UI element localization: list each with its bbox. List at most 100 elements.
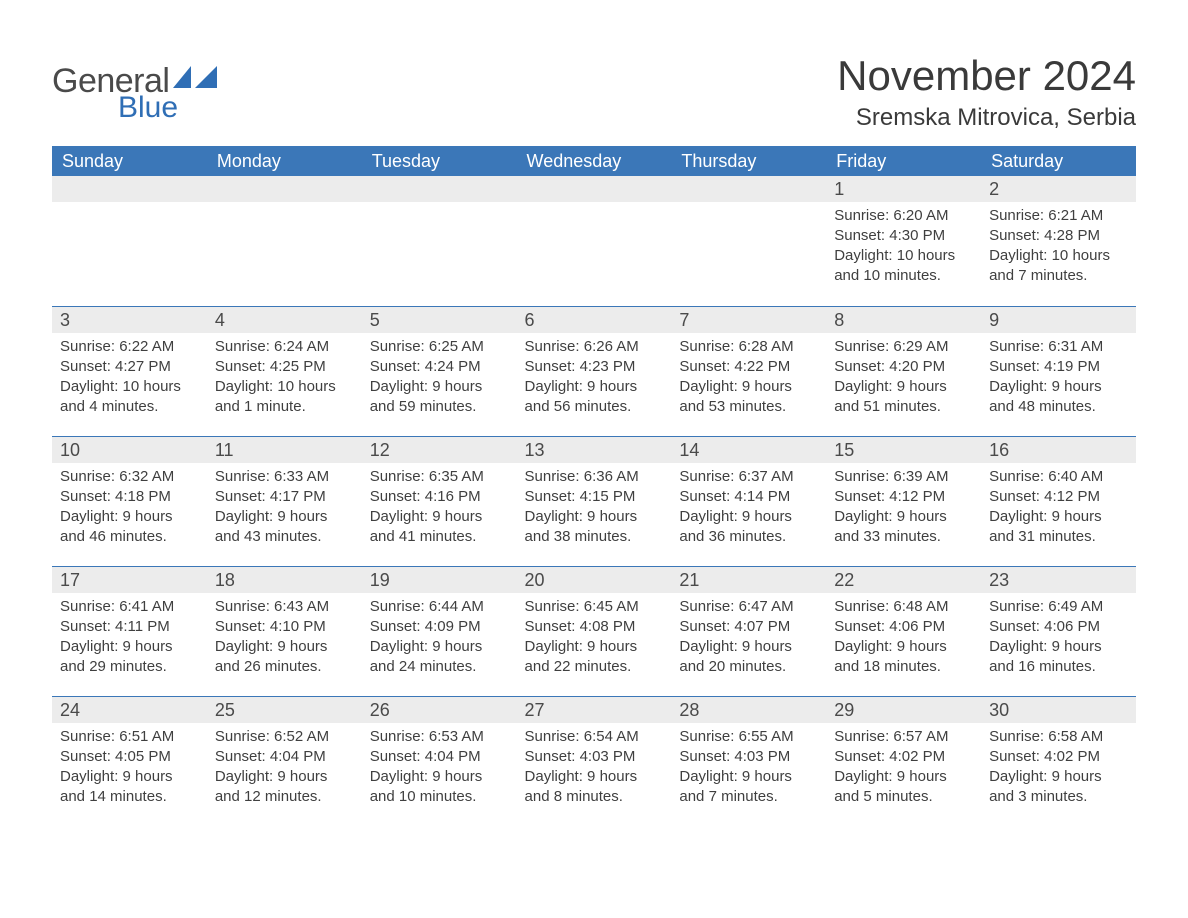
sunrise-text: Sunrise: 6:55 AM [679, 727, 818, 747]
day-number: 19 [362, 567, 517, 593]
calendar-day-cell: 26Sunrise: 6:53 AMSunset: 4:04 PMDayligh… [362, 696, 517, 826]
day-details: Sunrise: 6:44 AMSunset: 4:09 PMDaylight:… [362, 593, 517, 683]
sunrise-text: Sunrise: 6:25 AM [370, 337, 509, 357]
day-number: 16 [981, 437, 1136, 463]
sunset-text: Sunset: 4:12 PM [989, 487, 1128, 507]
sunrise-text: Sunrise: 6:41 AM [60, 597, 199, 617]
daylight-text: Daylight: 10 hours and 4 minutes. [60, 377, 199, 417]
day-number [517, 176, 672, 202]
sunset-text: Sunset: 4:28 PM [989, 226, 1128, 246]
day-details: Sunrise: 6:39 AMSunset: 4:12 PMDaylight:… [826, 463, 981, 553]
daylight-text: Daylight: 9 hours and 48 minutes. [989, 377, 1128, 417]
daylight-text: Daylight: 9 hours and 20 minutes. [679, 637, 818, 677]
calendar-day-cell: 10Sunrise: 6:32 AMSunset: 4:18 PMDayligh… [52, 436, 207, 566]
day-details: Sunrise: 6:31 AMSunset: 4:19 PMDaylight:… [981, 333, 1136, 423]
sunrise-text: Sunrise: 6:29 AM [834, 337, 973, 357]
calendar-day-cell: 25Sunrise: 6:52 AMSunset: 4:04 PMDayligh… [207, 696, 362, 826]
sunset-text: Sunset: 4:07 PM [679, 617, 818, 637]
daylight-text: Daylight: 9 hours and 3 minutes. [989, 767, 1128, 807]
day-number: 8 [826, 307, 981, 333]
day-details: Sunrise: 6:29 AMSunset: 4:20 PMDaylight:… [826, 333, 981, 423]
weekday-header: Sunday [52, 146, 207, 176]
day-number: 13 [517, 437, 672, 463]
calendar-day-cell: 18Sunrise: 6:43 AMSunset: 4:10 PMDayligh… [207, 566, 362, 696]
day-number: 3 [52, 307, 207, 333]
calendar-day-cell: 4Sunrise: 6:24 AMSunset: 4:25 PMDaylight… [207, 306, 362, 436]
sunset-text: Sunset: 4:08 PM [525, 617, 664, 637]
sunrise-text: Sunrise: 6:52 AM [215, 727, 354, 747]
daylight-text: Daylight: 9 hours and 18 minutes. [834, 637, 973, 677]
location-label: Sremska Mitrovica, Serbia [837, 104, 1136, 132]
day-details: Sunrise: 6:20 AMSunset: 4:30 PMDaylight:… [826, 202, 981, 292]
day-details: Sunrise: 6:55 AMSunset: 4:03 PMDaylight:… [671, 723, 826, 813]
sunrise-text: Sunrise: 6:48 AM [834, 597, 973, 617]
daylight-text: Daylight: 9 hours and 29 minutes. [60, 637, 199, 677]
day-number: 24 [52, 697, 207, 723]
sunset-text: Sunset: 4:24 PM [370, 357, 509, 377]
daylight-text: Daylight: 9 hours and 38 minutes. [525, 507, 664, 547]
day-number: 27 [517, 697, 672, 723]
day-details: Sunrise: 6:26 AMSunset: 4:23 PMDaylight:… [517, 333, 672, 423]
day-number: 18 [207, 567, 362, 593]
day-details: Sunrise: 6:58 AMSunset: 4:02 PMDaylight:… [981, 723, 1136, 813]
day-number: 1 [826, 176, 981, 202]
day-number [207, 176, 362, 202]
calendar-day-cell: 30Sunrise: 6:58 AMSunset: 4:02 PMDayligh… [981, 696, 1136, 826]
weekday-header: Friday [826, 146, 981, 176]
sunset-text: Sunset: 4:15 PM [525, 487, 664, 507]
day-number: 17 [52, 567, 207, 593]
daylight-text: Daylight: 9 hours and 12 minutes. [215, 767, 354, 807]
day-details: Sunrise: 6:21 AMSunset: 4:28 PMDaylight:… [981, 202, 1136, 292]
sunrise-text: Sunrise: 6:45 AM [525, 597, 664, 617]
brand-logo: General Blue [52, 62, 217, 125]
calendar-day-cell: 3Sunrise: 6:22 AMSunset: 4:27 PMDaylight… [52, 306, 207, 436]
calendar-day-cell [52, 176, 207, 306]
day-number: 28 [671, 697, 826, 723]
sunset-text: Sunset: 4:30 PM [834, 226, 973, 246]
sunset-text: Sunset: 4:23 PM [525, 357, 664, 377]
daylight-text: Daylight: 9 hours and 43 minutes. [215, 507, 354, 547]
daylight-text: Daylight: 9 hours and 46 minutes. [60, 507, 199, 547]
sunrise-text: Sunrise: 6:36 AM [525, 467, 664, 487]
calendar-day-cell: 28Sunrise: 6:55 AMSunset: 4:03 PMDayligh… [671, 696, 826, 826]
day-number: 26 [362, 697, 517, 723]
daylight-text: Daylight: 9 hours and 14 minutes. [60, 767, 199, 807]
day-number [52, 176, 207, 202]
day-number: 29 [826, 697, 981, 723]
daylight-text: Daylight: 9 hours and 36 minutes. [679, 507, 818, 547]
sunset-text: Sunset: 4:09 PM [370, 617, 509, 637]
page-title: November 2024 [837, 52, 1136, 100]
calendar-week-row: 17Sunrise: 6:41 AMSunset: 4:11 PMDayligh… [52, 566, 1136, 696]
sunrise-text: Sunrise: 6:44 AM [370, 597, 509, 617]
calendar-day-cell: 19Sunrise: 6:44 AMSunset: 4:09 PMDayligh… [362, 566, 517, 696]
sunrise-text: Sunrise: 6:35 AM [370, 467, 509, 487]
daylight-text: Daylight: 9 hours and 26 minutes. [215, 637, 354, 677]
daylight-text: Daylight: 9 hours and 56 minutes. [525, 377, 664, 417]
calendar-week-row: 10Sunrise: 6:32 AMSunset: 4:18 PMDayligh… [52, 436, 1136, 566]
sunset-text: Sunset: 4:18 PM [60, 487, 199, 507]
calendar-table: SundayMondayTuesdayWednesdayThursdayFrid… [52, 146, 1136, 826]
calendar-day-cell: 11Sunrise: 6:33 AMSunset: 4:17 PMDayligh… [207, 436, 362, 566]
weekday-header: Tuesday [362, 146, 517, 176]
calendar-week-row: 24Sunrise: 6:51 AMSunset: 4:05 PMDayligh… [52, 696, 1136, 826]
calendar-day-cell: 8Sunrise: 6:29 AMSunset: 4:20 PMDaylight… [826, 306, 981, 436]
daylight-text: Daylight: 9 hours and 59 minutes. [370, 377, 509, 417]
sunset-text: Sunset: 4:02 PM [989, 747, 1128, 767]
day-details: Sunrise: 6:49 AMSunset: 4:06 PMDaylight:… [981, 593, 1136, 683]
calendar-day-cell: 7Sunrise: 6:28 AMSunset: 4:22 PMDaylight… [671, 306, 826, 436]
weekday-header: Saturday [981, 146, 1136, 176]
sunset-text: Sunset: 4:05 PM [60, 747, 199, 767]
day-details: Sunrise: 6:54 AMSunset: 4:03 PMDaylight:… [517, 723, 672, 813]
sunset-text: Sunset: 4:02 PM [834, 747, 973, 767]
weekday-header: Thursday [671, 146, 826, 176]
day-details: Sunrise: 6:53 AMSunset: 4:04 PMDaylight:… [362, 723, 517, 813]
sunset-text: Sunset: 4:06 PM [834, 617, 973, 637]
sunrise-text: Sunrise: 6:21 AM [989, 206, 1128, 226]
day-details: Sunrise: 6:51 AMSunset: 4:05 PMDaylight:… [52, 723, 207, 813]
day-number [362, 176, 517, 202]
calendar-day-cell [517, 176, 672, 306]
calendar-day-cell: 16Sunrise: 6:40 AMSunset: 4:12 PMDayligh… [981, 436, 1136, 566]
calendar-day-cell: 12Sunrise: 6:35 AMSunset: 4:16 PMDayligh… [362, 436, 517, 566]
sunrise-text: Sunrise: 6:47 AM [679, 597, 818, 617]
sunset-text: Sunset: 4:25 PM [215, 357, 354, 377]
